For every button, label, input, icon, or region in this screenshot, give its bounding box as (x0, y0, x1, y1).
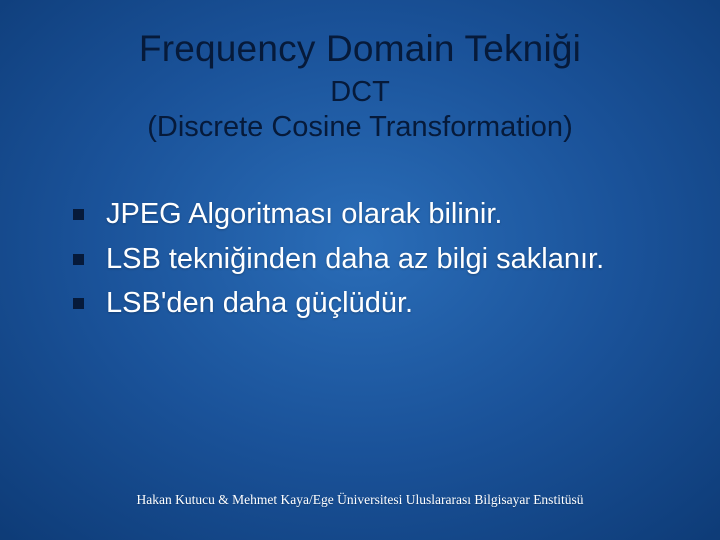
bullet-text: LSB'den daha güçlüdür. (106, 284, 413, 322)
slide-container: Frequency Domain Tekniği DCT (Discrete C… (0, 0, 720, 540)
bullet-text: LSB tekniğinden daha az bilgi saklanır. (106, 240, 604, 278)
subtitle-line-2: (Discrete Cosine Transformation) (147, 111, 572, 143)
subtitle-line-1: DCT (330, 76, 390, 108)
slide-footer: Hakan Kutucu & Mehmet Kaya/Ege Üniversit… (0, 492, 720, 508)
square-bullet-icon (73, 298, 84, 309)
bullet-list: JPEG Algoritması olarak bilinir. LSB tek… (45, 195, 675, 322)
bullet-text: JPEG Algoritması olarak bilinir. (106, 195, 502, 233)
square-bullet-icon (73, 209, 84, 220)
bullet-item: LSB'den daha güçlüdür. (73, 284, 665, 322)
square-bullet-icon (73, 254, 84, 265)
slide-title: Frequency Domain Tekniği (45, 28, 675, 71)
bullet-item: JPEG Algoritması olarak bilinir. (73, 195, 665, 233)
slide-subtitle: DCT (Discrete Cosine Transformation) (45, 75, 675, 146)
bullet-item: LSB tekniğinden daha az bilgi saklanır. (73, 240, 665, 278)
